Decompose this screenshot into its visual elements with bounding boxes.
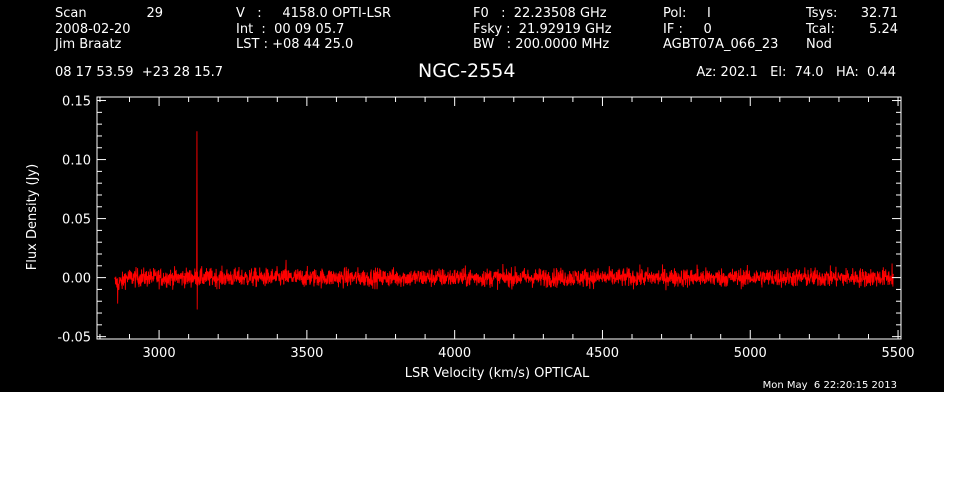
bandwidth: BW : 200.0000 MHz xyxy=(473,37,610,52)
x-tick-label: 3500 xyxy=(290,346,323,361)
y-tick-label: 0.15 xyxy=(62,95,91,110)
render-timestamp: Mon May 6 22:20:15 2013 xyxy=(762,380,897,391)
integration-time: Int : 00 09 05.7 xyxy=(236,22,345,37)
x-axis: 3000 3500 4000 4500 5000 5500 xyxy=(99,97,915,361)
plot-area xyxy=(96,96,902,340)
f0-frequency: F0 : 22.23508 GHz xyxy=(473,6,607,21)
tsys-value: 32.71 xyxy=(860,6,898,21)
scan-number: 29 xyxy=(146,6,163,21)
velocity-info: V : 4158.0 OPTI-LSR xyxy=(236,6,392,21)
x-tick-label: 5500 xyxy=(881,346,914,361)
y-tick-label: 0.00 xyxy=(62,272,91,287)
plot-frame xyxy=(96,96,902,340)
fsky-frequency: Fsky : 21.92919 GHz xyxy=(473,22,612,37)
if-number: IF : 0 xyxy=(663,22,712,37)
y-axis-label: Flux Density (Jy) xyxy=(25,164,40,270)
y-tick-label: 0.05 xyxy=(62,213,91,228)
polarization: Pol: I xyxy=(663,6,711,21)
y-tick-label: -0.05 xyxy=(57,331,91,346)
x-tick-label: 5000 xyxy=(734,346,767,361)
lst-info: LST : +08 44 25.0 xyxy=(236,37,354,52)
observing-mode: Nod xyxy=(806,37,832,52)
y-axis: -0.05 0.00 0.05 0.10 0.15 xyxy=(57,95,901,346)
y-tick-label: 0.10 xyxy=(62,154,91,169)
scan-label: Scan xyxy=(55,6,87,21)
tcal-value: 5.24 xyxy=(869,22,898,37)
tcal-label: Tcal: xyxy=(806,22,835,37)
spectrum-chart: 3000 3500 4000 4500 5000 5500 -0.05 0.00 0.05 0.… xyxy=(25,95,915,381)
source-coordinates: 08 17 53.59 +23 28 15.7 xyxy=(55,65,224,80)
tsys-label: Tsys: xyxy=(806,6,838,21)
observer-name: Jim Braatz xyxy=(55,37,122,52)
x-tick-label: 3000 xyxy=(143,346,176,361)
x-tick-label: 4500 xyxy=(586,346,619,361)
x-axis-label: LSR Velocity (km/s) OPTICAL xyxy=(405,366,590,381)
az-el-ha: Az: 202.1 El: 74.0 HA: 0.44 xyxy=(696,65,896,80)
project-id: AGBT07A_066_23 xyxy=(663,37,779,52)
x-tick-label: 4000 xyxy=(438,346,471,361)
spectrum-series-line xyxy=(114,131,894,310)
spectrum-panel: Scan 29 2008-02-20 Jim Braatz V : 4158.0… xyxy=(0,0,944,392)
observation-date: 2008-02-20 xyxy=(55,22,131,37)
source-name: NGC-2554 xyxy=(418,60,516,82)
